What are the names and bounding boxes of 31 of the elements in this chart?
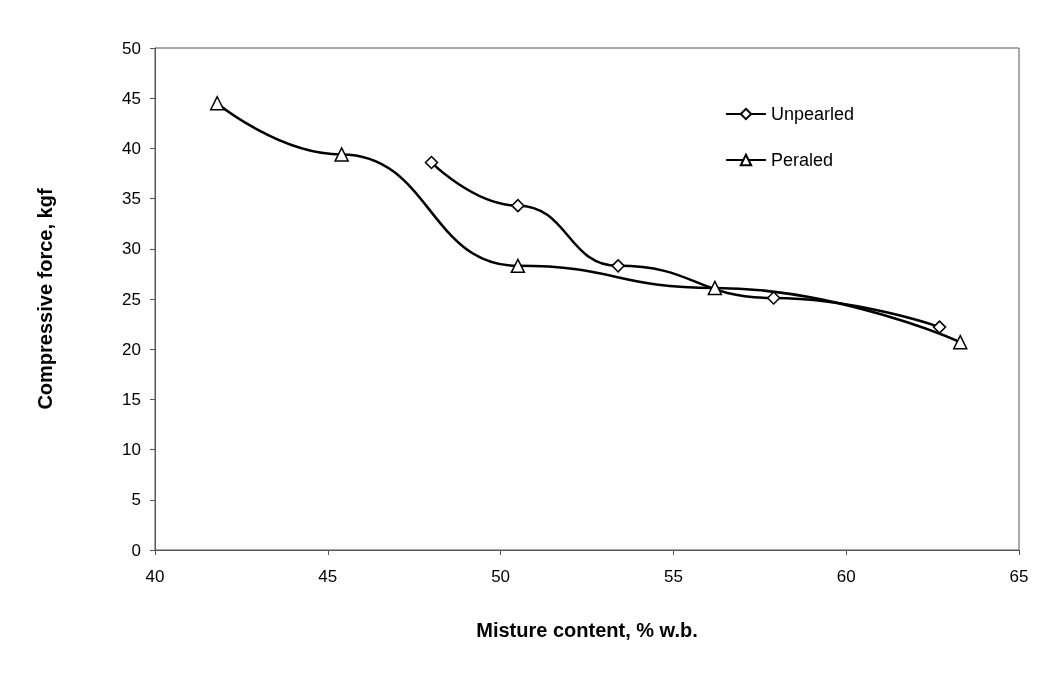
legend-label: Peraled xyxy=(770,150,833,170)
point xyxy=(209,95,225,111)
point xyxy=(511,198,525,213)
y-tick-label: 20 xyxy=(122,339,141,359)
x-axis-title: Misture content, % w.b. xyxy=(476,619,698,641)
point xyxy=(953,334,968,350)
x-tick-label: 40 xyxy=(145,567,165,586)
y-tick-label: 50 xyxy=(122,38,141,58)
x-tick-label: 65 xyxy=(1009,567,1029,586)
point xyxy=(611,259,625,273)
point xyxy=(334,147,349,162)
y-tick-label: 10 xyxy=(122,440,141,460)
y-tick-label: 15 xyxy=(122,389,141,409)
point xyxy=(707,280,723,296)
x-tick-label: 50 xyxy=(491,567,511,586)
y-tick-label: 35 xyxy=(122,189,141,209)
x-tick-label: 60 xyxy=(836,567,856,586)
y-tick-label: 30 xyxy=(122,239,141,259)
y-tick-label: 45 xyxy=(122,88,141,108)
y-tick-label: 40 xyxy=(122,138,141,158)
y-tick-label: 5 xyxy=(131,490,141,510)
x-tick-label: 55 xyxy=(663,567,683,586)
point xyxy=(510,258,526,274)
y-axis-title: Compressive force, kgf xyxy=(34,188,56,410)
y-tick-label: 25 xyxy=(122,289,141,309)
point xyxy=(424,155,439,170)
y-tick-label: 0 xyxy=(131,540,141,560)
legend-label: Unpearled xyxy=(770,104,855,124)
x-tick-label: 45 xyxy=(318,567,338,586)
point xyxy=(766,291,781,305)
point xyxy=(932,320,947,334)
